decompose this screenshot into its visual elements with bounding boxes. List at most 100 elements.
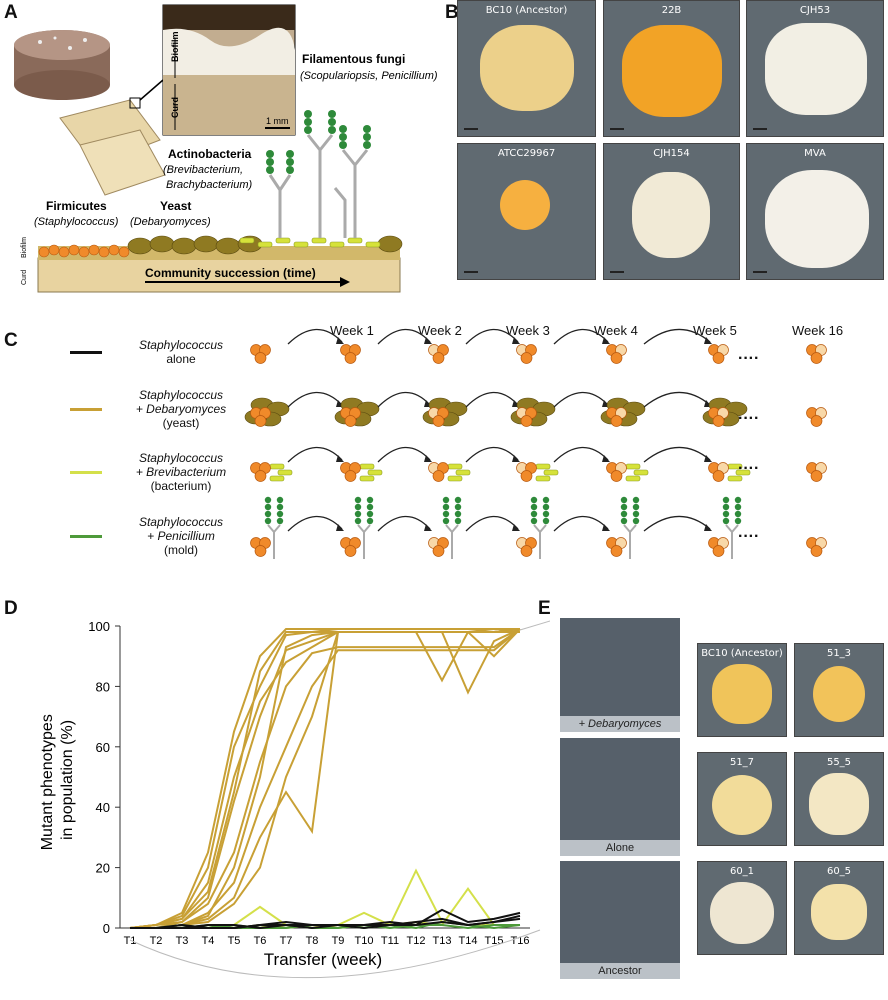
strain-tile-5: CJH154 — [603, 143, 740, 280]
transfer-arrow — [377, 515, 431, 532]
side-curd-label: Curd — [21, 270, 28, 285]
plate-caption: Alone — [560, 840, 680, 856]
scale-label: 1 mm — [266, 116, 289, 126]
x-axis-title: Transfer (week) — [264, 950, 382, 969]
transfer-arrowhead — [424, 455, 432, 462]
staphylococcus-cell — [712, 470, 725, 482]
strain-tile-2: 22B — [603, 0, 740, 137]
colony-label: BC10 (Ancestor) — [701, 648, 783, 659]
brevibacterium-cell — [447, 463, 463, 470]
firmicutes-sub: (Staphylococcus) — [34, 216, 119, 228]
zoom-box — [129, 97, 141, 109]
strain-label: 22B — [661, 5, 682, 16]
brevibacterium-cell — [543, 469, 559, 476]
transfer-arrow — [465, 515, 519, 532]
mutant-chart: 0 20 40 60 80 100 T1 T2 T3 T4 T5 T6 T7 T8 T9 T10 T11 T12… — [39, 619, 550, 979]
spore — [632, 503, 640, 511]
brevibacterium-cell — [625, 463, 641, 470]
colony-tile-4: 55_5 — [794, 752, 884, 846]
transfer-arrow — [643, 328, 711, 345]
colony — [809, 773, 869, 835]
cheese-wheel-illustration — [14, 30, 110, 100]
panel-letter-a: A — [4, 2, 18, 23]
transfer-arrow — [287, 515, 343, 532]
staphylococcus-cell — [344, 352, 357, 364]
y-tick-label: 100 — [88, 619, 110, 634]
spore — [366, 510, 374, 518]
legend-alone: Staphylococcus alone — [70, 338, 250, 366]
series-line-yeast — [130, 628, 521, 929]
strain-tile-3: CJH53 — [746, 0, 884, 137]
transfer-arrow — [553, 446, 609, 463]
spore — [734, 496, 742, 504]
legend-bacterium: Staphylococcus + Brevibacterium (bacterium… — [70, 451, 250, 493]
transfer-arrowhead — [704, 524, 712, 531]
legend-type: (mold) — [163, 543, 198, 557]
spore — [264, 517, 272, 525]
colony — [500, 180, 550, 230]
x-tick-label: T11 — [381, 935, 399, 947]
panel-letter-c: C — [4, 330, 18, 351]
ellipsis: ···· — [738, 528, 760, 545]
x-tick-label: T2 — [150, 935, 163, 947]
colony — [480, 25, 574, 111]
transfer-schematic — [244, 328, 827, 559]
transfer-arrowhead — [704, 337, 712, 344]
zoom-arrow — [139, 79, 164, 101]
transfer-arrow — [553, 515, 609, 532]
spore — [722, 496, 730, 504]
legend-type: (bacterium) — [150, 479, 212, 493]
brevibacterium-cell — [727, 475, 743, 482]
staphylococcus-cell — [254, 352, 267, 364]
spore — [454, 496, 462, 504]
panel-a-figure: Biofilm Curd 1 mm Filamentous fungi (Sco… — [14, 4, 438, 293]
spore — [442, 517, 450, 525]
plate-caption: Ancestor — [560, 963, 680, 979]
yeast-label: Yeast — [160, 199, 191, 213]
series-line-yeast — [130, 628, 521, 929]
staphylococcus-cell — [520, 352, 533, 364]
week-label: Week 4 — [594, 323, 638, 338]
spore — [530, 503, 538, 511]
penicillium-stalk — [357, 524, 371, 559]
spore — [276, 517, 284, 525]
transfer-arrowhead — [424, 337, 432, 344]
transfer-arrow — [287, 391, 343, 408]
panel-letter-b: B — [445, 2, 459, 23]
colony-label: 55_5 — [826, 757, 852, 768]
transfer-arrow — [287, 328, 343, 345]
transfer-arrowhead — [602, 337, 610, 344]
fungi-label: Filamentous fungi — [302, 52, 405, 66]
transfer-arrowhead — [512, 455, 520, 462]
strain-label: CJH154 — [653, 148, 690, 159]
yeast-sub: (Debaryomyces) — [130, 216, 211, 228]
staphylococcus-cell — [610, 545, 623, 557]
actino-label: Actinobacteria — [168, 147, 252, 161]
staphylococcus-cell — [810, 415, 823, 427]
brevibacterium-cell — [277, 469, 293, 476]
colony-tile-3: 51_7 — [697, 752, 787, 846]
spore — [366, 517, 374, 525]
scale-bar — [464, 128, 478, 130]
penicillium-stalk — [623, 524, 637, 559]
series-line-yeast — [129, 628, 520, 929]
legend-swatch — [70, 470, 102, 474]
staphylococcus-cell — [432, 470, 445, 482]
scale-bar — [610, 271, 624, 273]
spore — [454, 517, 462, 525]
micro-biofilm-label: Biofilm — [170, 32, 180, 63]
micro-curd-label: Curd — [170, 97, 180, 118]
ellipsis: ···· — [738, 410, 760, 427]
spore — [354, 510, 362, 518]
staphylococcus-cell — [254, 470, 267, 482]
spore — [734, 517, 742, 525]
x-tick-label: T1 — [124, 935, 137, 947]
transfer-arrow — [287, 446, 343, 463]
spore — [442, 503, 450, 511]
transfer-arrowhead — [602, 455, 610, 462]
colony-label: 51_7 — [729, 757, 755, 768]
x-tick-label: T5 — [228, 935, 241, 947]
transfer-arrowhead — [512, 337, 520, 344]
series-line-yeast — [130, 628, 521, 929]
x-tick-label: T7 — [280, 935, 293, 947]
